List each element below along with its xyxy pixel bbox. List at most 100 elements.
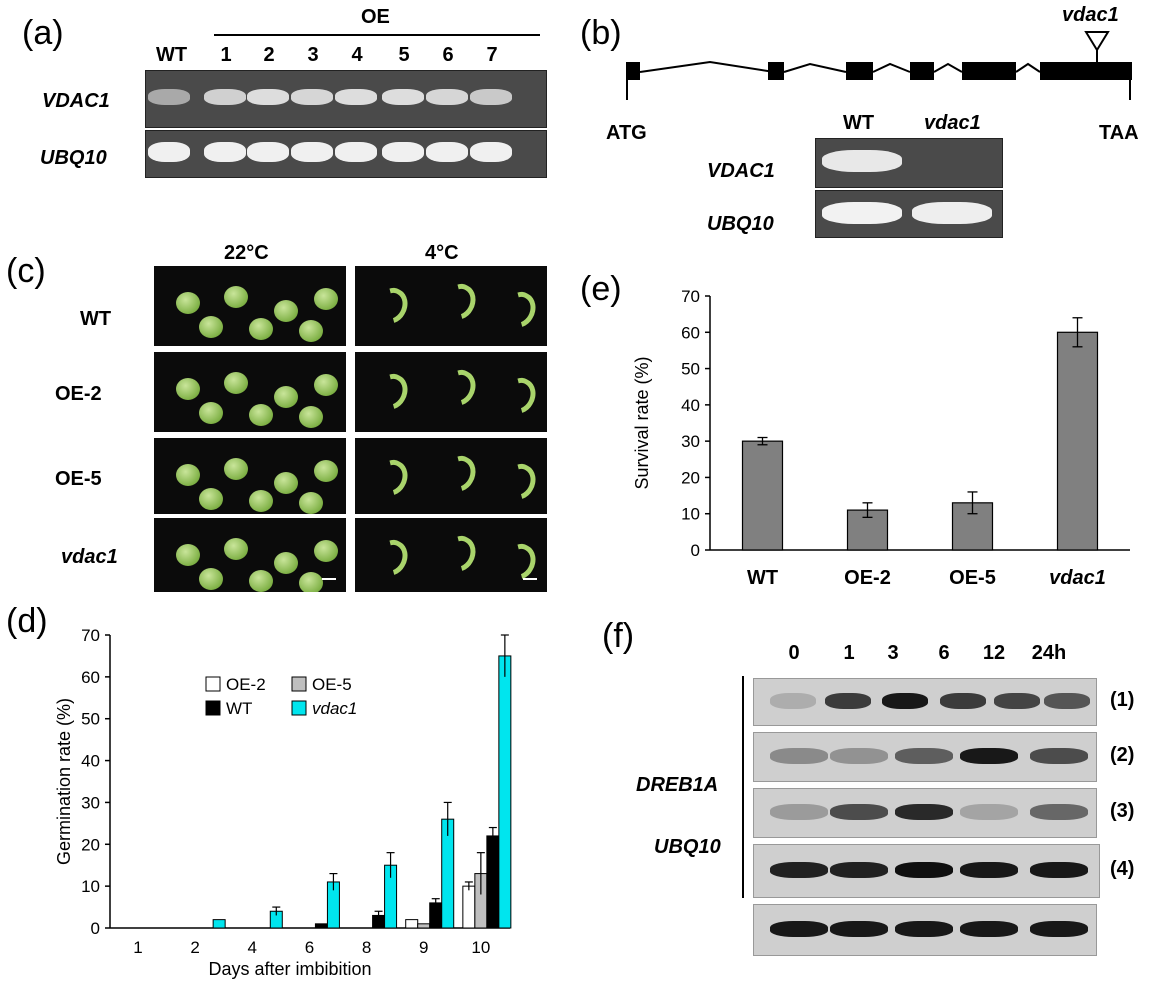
panel-b-band-wt-vdac1 <box>822 150 902 172</box>
blot-band <box>960 921 1018 937</box>
panel-a-band-vdac1 <box>204 89 246 105</box>
seedling-sprout <box>370 454 414 502</box>
blot-band <box>1044 693 1090 709</box>
panel-b-label: (b) <box>580 14 622 52</box>
germination-rate-chart: 0 10 20 30 40 50 60 70 Germination rate (%) Days … <box>54 626 512 979</box>
seedling-cotyledon <box>199 402 223 424</box>
seedling-sprout <box>498 372 542 420</box>
panel-a-band-ubq10 <box>247 142 289 162</box>
y-tick-label: 30 <box>681 432 700 451</box>
replicate-label: (1) <box>1110 689 1135 711</box>
blot-band <box>960 804 1018 820</box>
seedling-cotyledon <box>274 300 298 322</box>
blot-band <box>830 748 888 764</box>
panel-b-lane-wt: WT <box>843 112 875 134</box>
seedlings-4c-photo <box>355 438 547 514</box>
y-tick-label: 30 <box>81 793 100 812</box>
panel-c-row-wt: WT <box>80 308 112 330</box>
panel-a-band-ubq10 <box>426 142 468 162</box>
x-tick-label: vdac1 <box>1049 567 1106 589</box>
panel-a-lane-label: WT <box>156 44 188 66</box>
blot-band <box>940 693 986 709</box>
blot-band <box>830 862 888 878</box>
legend-swatch <box>291 700 307 716</box>
panel-a-row-ubq10: UBQ10 <box>40 147 107 169</box>
seedling-cotyledon <box>249 490 273 512</box>
seedling-cotyledon <box>176 544 200 566</box>
x-tick-label: 6 <box>305 938 314 957</box>
timepoint-label: 0 <box>788 642 800 664</box>
blot-band <box>994 693 1040 709</box>
scale-bar <box>322 578 336 580</box>
bar <box>314 923 328 929</box>
start-codon-label: ATG <box>606 122 647 144</box>
legend-swatch <box>291 676 307 692</box>
blot-band <box>895 748 953 764</box>
panel-a-lane-label: 7 <box>486 44 498 66</box>
seedlings-4c-photo <box>355 518 547 592</box>
panel-a-band-ubq10 <box>470 142 512 162</box>
timepoint-label: 6 <box>938 642 950 664</box>
x-tick-label: OE-2 <box>844 567 891 589</box>
seedling-cotyledon <box>176 292 200 314</box>
seedling-cotyledon <box>224 286 248 308</box>
bar <box>741 440 784 551</box>
y-tick-label: 50 <box>81 710 100 729</box>
replicate-label: (2) <box>1110 744 1135 766</box>
gene-structure-diagram <box>626 31 1132 100</box>
panel-a-band-vdac1 <box>291 89 333 105</box>
seedling-cotyledon <box>176 378 200 400</box>
panel-f-label: (f) <box>602 617 635 655</box>
seedlings-4c-photo <box>355 352 547 432</box>
y-tick-label: 60 <box>681 323 700 342</box>
seedling-cotyledon <box>314 374 338 396</box>
panel-c-label: (c) <box>6 252 46 290</box>
panel-b-row-vdac1: VDAC1 <box>707 160 775 182</box>
blot-band <box>1030 921 1088 937</box>
legend-swatch <box>205 676 221 692</box>
y-tick-label: 10 <box>81 877 100 896</box>
x-tick-label: 1 <box>133 938 142 957</box>
y-tick-label: 70 <box>81 626 100 645</box>
timepoint-label: 24h <box>1031 642 1067 664</box>
x-tick-label: 4 <box>248 938 257 957</box>
seedling-cotyledon <box>274 552 298 574</box>
y-tick-label: 40 <box>81 752 100 771</box>
blot-band <box>770 862 828 878</box>
seedling-cotyledon <box>249 318 273 340</box>
seedling-cotyledon <box>249 404 273 426</box>
blot-band <box>895 862 953 878</box>
bar <box>1056 331 1099 551</box>
panel-a-band-vdac1 <box>335 89 377 105</box>
panel-f-control-label: UBQ10 <box>654 836 721 858</box>
bar <box>212 919 226 929</box>
oe-group-label: OE <box>361 6 390 28</box>
panel-a-band-vdac1 <box>148 89 190 105</box>
panel-c-col-4c: 4°C <box>425 242 459 264</box>
blot-band <box>770 748 828 764</box>
x-axis-title: Days after imbibition <box>208 959 371 979</box>
blot-band <box>895 804 953 820</box>
replicate-label: (3) <box>1110 800 1135 822</box>
bar <box>498 655 512 929</box>
blot-band <box>960 862 1018 878</box>
panel-a-band-ubq10 <box>382 142 424 162</box>
panel-a-lane-label: 2 <box>263 44 275 66</box>
panel-a-band-vdac1 <box>247 89 289 105</box>
replicate-label: (4) <box>1110 858 1135 880</box>
blot-band <box>960 748 1018 764</box>
y-tick-label: 40 <box>681 396 700 415</box>
dreb1a-bracket-line <box>742 676 744 898</box>
seedling-cotyledon <box>199 488 223 510</box>
seedling-sprout <box>498 458 542 506</box>
legend-label: vdac1 <box>312 699 357 718</box>
y-axis-title: Survival rate (%) <box>632 356 652 489</box>
panel-a-lane-label: 1 <box>220 44 232 66</box>
legend-swatch <box>205 700 221 716</box>
y-tick-label: 20 <box>681 468 700 487</box>
y-tick-label: 0 <box>691 541 700 560</box>
bar <box>462 885 476 929</box>
seedlings-22c-photo <box>154 352 346 432</box>
seedling-cotyledon <box>314 460 338 482</box>
panel-a-band-vdac1 <box>470 89 512 105</box>
